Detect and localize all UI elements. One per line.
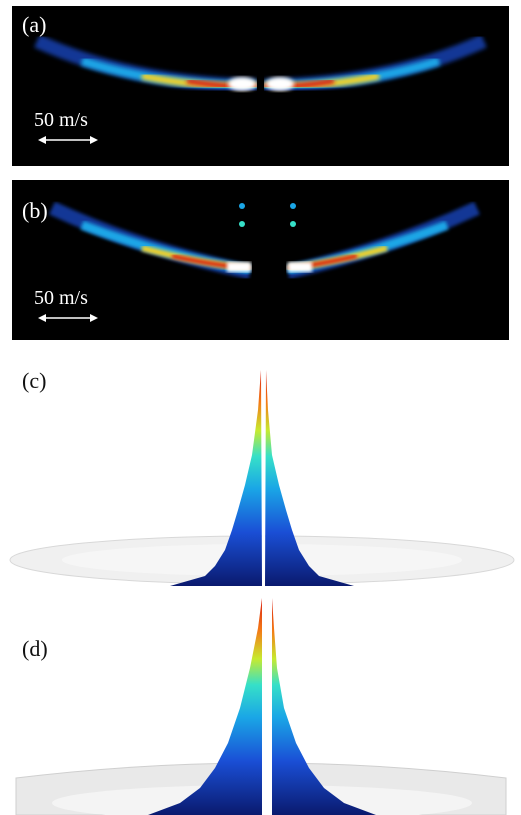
panel-a-scale-text: 50 m/s [34, 109, 88, 131]
panel-c: (c) [0, 360, 521, 590]
panel-b-image [12, 180, 509, 340]
panel-c-surface-plot [9, 360, 515, 590]
panel-a: (a) 50 m/s [12, 6, 509, 166]
panel-d-surface-plot [15, 598, 507, 815]
panel-d-label: (d) [22, 636, 48, 661]
panel-b-label: (b) [22, 198, 48, 223]
panel-b: (b) 50 m/s [12, 180, 509, 340]
panel-b-scale-text: 50 m/s [34, 287, 88, 309]
panel-a-scale-arrow [38, 136, 98, 144]
panel-b-scale-arrow [38, 314, 98, 322]
panel-c-label: (c) [22, 368, 47, 393]
panel-d: (d) [0, 598, 521, 815]
panel-a-label: (a) [22, 12, 47, 37]
